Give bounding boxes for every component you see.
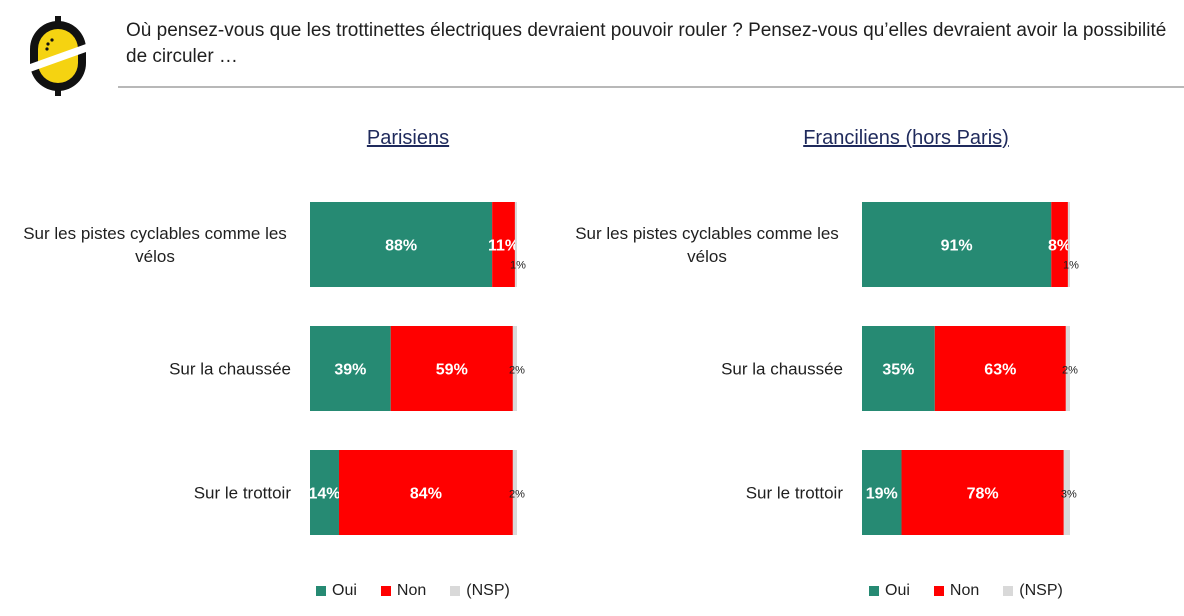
data-label-non: 8% — [1048, 238, 1071, 255]
legend-label-oui: Oui — [885, 582, 910, 599]
data-label-non: 59% — [436, 362, 468, 379]
bar-segment-non — [1051, 202, 1068, 287]
question-text: Où pensez-vous que les trottinettes élec… — [126, 20, 1167, 67]
legend-swatch-non — [933, 586, 944, 596]
data-label-oui: 88% — [385, 238, 417, 255]
legend-franciliens: Oui Non (NSP) — [869, 582, 1087, 600]
legend-swatch-oui — [869, 586, 879, 596]
data-label-nsp: 2% — [509, 365, 525, 377]
bar-segment-nsp — [1065, 326, 1070, 411]
header-divider — [118, 86, 1184, 88]
data-label-oui: 19% — [866, 486, 898, 503]
category-label: Sur la chaussée — [721, 360, 843, 379]
legend-item-non: Non — [380, 582, 427, 600]
data-label-nsp: 1% — [1063, 260, 1079, 272]
data-label-oui: 91% — [941, 238, 973, 255]
category-label: Sur les pistes cyclables comme les — [23, 224, 287, 243]
bar-segment-nsp — [512, 326, 517, 411]
bar-segment-nsp — [512, 450, 517, 535]
data-label-oui: 35% — [882, 362, 914, 379]
data-label-nsp: 1% — [510, 260, 526, 272]
category-label: Sur la chaussée — [169, 360, 291, 379]
legend-item-nsp: (NSP) — [450, 582, 510, 600]
bar-segment-non — [901, 450, 1064, 535]
data-label-non: 84% — [410, 486, 442, 503]
data-label-non: 78% — [967, 486, 999, 503]
legend-label-nsp: (NSP) — [1019, 582, 1063, 599]
bar-segment-oui — [862, 450, 902, 535]
data-label-nsp: 2% — [509, 489, 525, 501]
data-label-non: 63% — [984, 362, 1016, 379]
bar-segment-nsp — [1063, 450, 1070, 535]
data-label-oui: 14% — [308, 486, 340, 503]
legend-item-oui: Oui — [316, 582, 357, 600]
bar-segment-nsp — [1067, 202, 1070, 287]
bar-segment-non — [492, 202, 515, 287]
bar-segment-non — [338, 450, 513, 535]
legend-label-non: Non — [949, 582, 980, 599]
bar-segment-oui — [310, 202, 493, 287]
legend-swatch-non — [380, 586, 391, 596]
bar-segment-nsp — [514, 202, 517, 287]
data-label-nsp: 2% — [1062, 365, 1078, 377]
chart-title-parisiens: Parisiens — [366, 127, 450, 149]
category-label: Sur le trottoir — [194, 484, 292, 503]
legend-swatch-nsp — [1003, 586, 1014, 596]
brand-logo — [30, 16, 86, 96]
chart-title-franciliens: Franciliens (hors Paris) — [803, 127, 1009, 149]
category-label: Sur le trottoir — [746, 484, 844, 503]
bar-segment-oui — [310, 326, 391, 411]
bar-segment-oui — [310, 450, 339, 535]
data-label-nsp: 3% — [1061, 489, 1077, 501]
legend-item-oui: Oui — [869, 582, 910, 600]
legend-swatch-nsp — [450, 586, 461, 596]
category-label: vélos — [135, 247, 175, 266]
legend-label-oui: Oui — [332, 582, 357, 599]
bar-segment-oui — [862, 326, 935, 411]
legend-swatch-oui — [316, 586, 326, 596]
legend-item-non: Non — [933, 582, 980, 600]
data-label-oui: 39% — [334, 362, 366, 379]
legend-label-nsp: (NSP) — [466, 582, 510, 599]
category-label: Sur les pistes cyclables comme les — [575, 224, 839, 243]
data-label-non: 11% — [488, 238, 519, 255]
legend-item-nsp: (NSP) — [1003, 582, 1063, 600]
bar-segment-non — [934, 326, 1066, 411]
category-label: vélos — [687, 247, 727, 266]
bar-segment-oui — [862, 202, 1052, 287]
legend-label-non: Non — [396, 582, 427, 599]
legend-parisiens: Oui Non (NSP) — [316, 582, 534, 600]
bar-segment-non — [390, 326, 513, 411]
